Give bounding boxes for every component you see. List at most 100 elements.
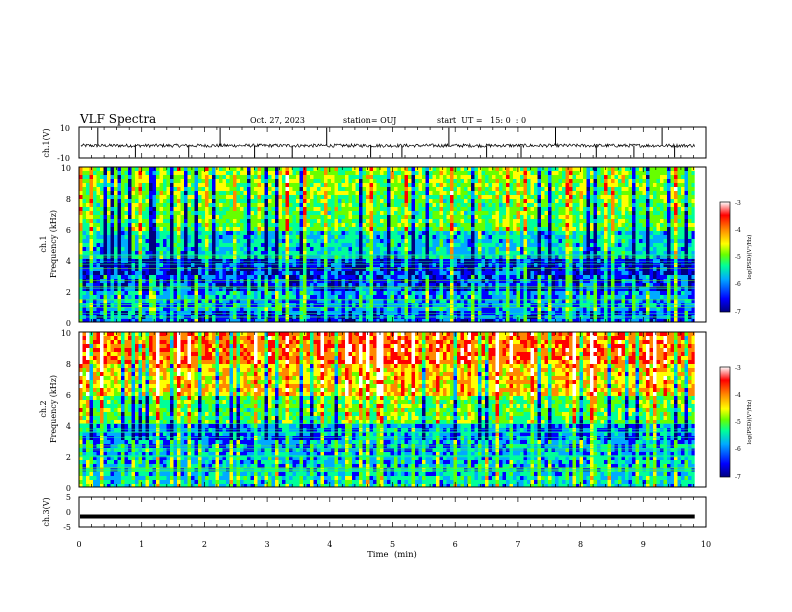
spectrogram-cell <box>229 207 234 212</box>
spectrogram-cell <box>485 167 489 172</box>
spectrogram-cell <box>341 171 346 176</box>
spectrogram-cell <box>212 287 216 292</box>
spectrogram-cell <box>205 307 209 312</box>
spectrogram-cell <box>145 199 150 204</box>
spectrogram-cell <box>390 271 395 276</box>
spectrogram-cell <box>191 235 195 240</box>
spectrogram-cell <box>292 243 297 248</box>
spectrogram-cell <box>93 183 97 188</box>
spectrogram-cell <box>422 259 426 264</box>
spectrogram-cell <box>327 247 332 252</box>
spectrogram-cell <box>317 167 321 172</box>
spectrogram-cell <box>345 227 349 232</box>
spectrogram-cell <box>415 183 419 188</box>
spectrogram-cell <box>324 207 328 212</box>
spectrogram-cell <box>184 227 188 232</box>
spectrogram-cell <box>366 223 370 228</box>
spectrogram-cell <box>212 219 216 224</box>
spectrogram-cell <box>208 263 213 268</box>
spectrogram-cell <box>117 235 122 240</box>
spectrogram-cell <box>107 295 111 300</box>
spectrogram-cell <box>471 199 475 204</box>
spectrogram-cell <box>352 183 356 188</box>
spectrogram-cell <box>366 211 370 216</box>
spectrogram-cell <box>152 259 157 264</box>
spectrogram-cell <box>219 295 223 300</box>
spectrogram-cell <box>198 247 202 252</box>
spectrogram-cell <box>201 231 206 236</box>
spectrogram-cell <box>453 207 458 212</box>
spectrogram-cell <box>292 275 297 280</box>
spectrogram-cell <box>254 179 258 184</box>
spectrogram-cell <box>131 303 136 308</box>
spectrogram-cell <box>233 179 237 184</box>
spectrogram-cell <box>492 191 496 196</box>
spectrogram-cell <box>422 299 426 304</box>
spectrogram-cell <box>79 235 83 240</box>
spectrogram-cell <box>450 307 454 312</box>
spectrogram-cell <box>436 275 440 280</box>
spectrogram-cell <box>341 187 346 192</box>
spectrogram-cell <box>327 175 332 180</box>
spectrogram-cell <box>236 287 241 292</box>
spectrogram-cell <box>387 179 391 184</box>
spectrogram-cell <box>135 283 139 288</box>
spectrogram-cell <box>383 299 388 304</box>
spectrogram-cell <box>418 267 423 272</box>
spectrogram-cell <box>422 211 426 216</box>
spectrogram-cell <box>348 259 353 264</box>
spectrogram-cell <box>243 175 248 180</box>
spectrogram-cell <box>86 239 90 244</box>
spectrogram-cell <box>362 295 367 300</box>
spectrogram-cell <box>338 175 342 180</box>
spectrogram-cell <box>275 283 279 288</box>
spectrogram-cell <box>313 311 318 316</box>
spectrogram-cell <box>506 227 510 232</box>
spectrogram-cell <box>138 211 143 216</box>
spectrogram-cell <box>236 299 241 304</box>
spectrogram-cell <box>226 215 230 220</box>
spectrogram-cell <box>299 199 304 204</box>
spectrogram-cell <box>278 219 283 224</box>
spectrogram-cell <box>446 307 451 312</box>
spectrogram-cell <box>432 167 437 172</box>
spectrogram-cell <box>418 203 423 208</box>
spectrogram-cell <box>114 227 118 232</box>
spectrogram-cell <box>82 167 87 172</box>
spectrogram-cell <box>201 267 206 272</box>
spectrogram-cell <box>79 259 83 264</box>
spectrogram-cell <box>138 247 143 252</box>
spectrogram-cell <box>96 183 101 188</box>
spectrogram-cell <box>460 267 465 272</box>
spectrogram-cell <box>128 247 132 252</box>
spectrogram-cell <box>306 319 311 322</box>
spectrogram-cell <box>369 195 374 200</box>
spectrogram-cell <box>376 295 381 300</box>
spectrogram-cell <box>331 219 335 224</box>
spectrogram-cell <box>439 231 444 236</box>
spectrogram-cell <box>383 199 388 204</box>
spectrogram-cell <box>443 287 447 292</box>
spectrogram-cell <box>303 195 307 200</box>
spectrogram-cell <box>422 303 426 308</box>
spectrogram-cell <box>275 243 279 248</box>
spectrogram-cell <box>215 271 220 276</box>
spectrogram-cell <box>488 227 493 232</box>
spectrogram-cell <box>345 207 349 212</box>
spectrogram-cell <box>495 171 500 176</box>
spectrogram-cell <box>226 231 230 236</box>
spectrogram-cell <box>194 307 199 312</box>
spectrogram-cell <box>401 231 405 236</box>
spectrogram-cell <box>201 239 206 244</box>
spectrogram-cell <box>180 223 185 228</box>
spectrogram-cell <box>205 291 209 296</box>
spectrogram-cell <box>159 167 164 172</box>
spectrogram-cell <box>86 191 90 196</box>
spectrogram-cell <box>373 219 377 224</box>
spectrogram-cell <box>492 251 496 256</box>
spectrogram-cell <box>271 291 276 296</box>
spectrogram-cell <box>114 319 118 322</box>
spectrogram-cell <box>82 195 87 200</box>
spectrogram-cell <box>285 243 290 248</box>
spectrogram-cell <box>478 303 482 308</box>
